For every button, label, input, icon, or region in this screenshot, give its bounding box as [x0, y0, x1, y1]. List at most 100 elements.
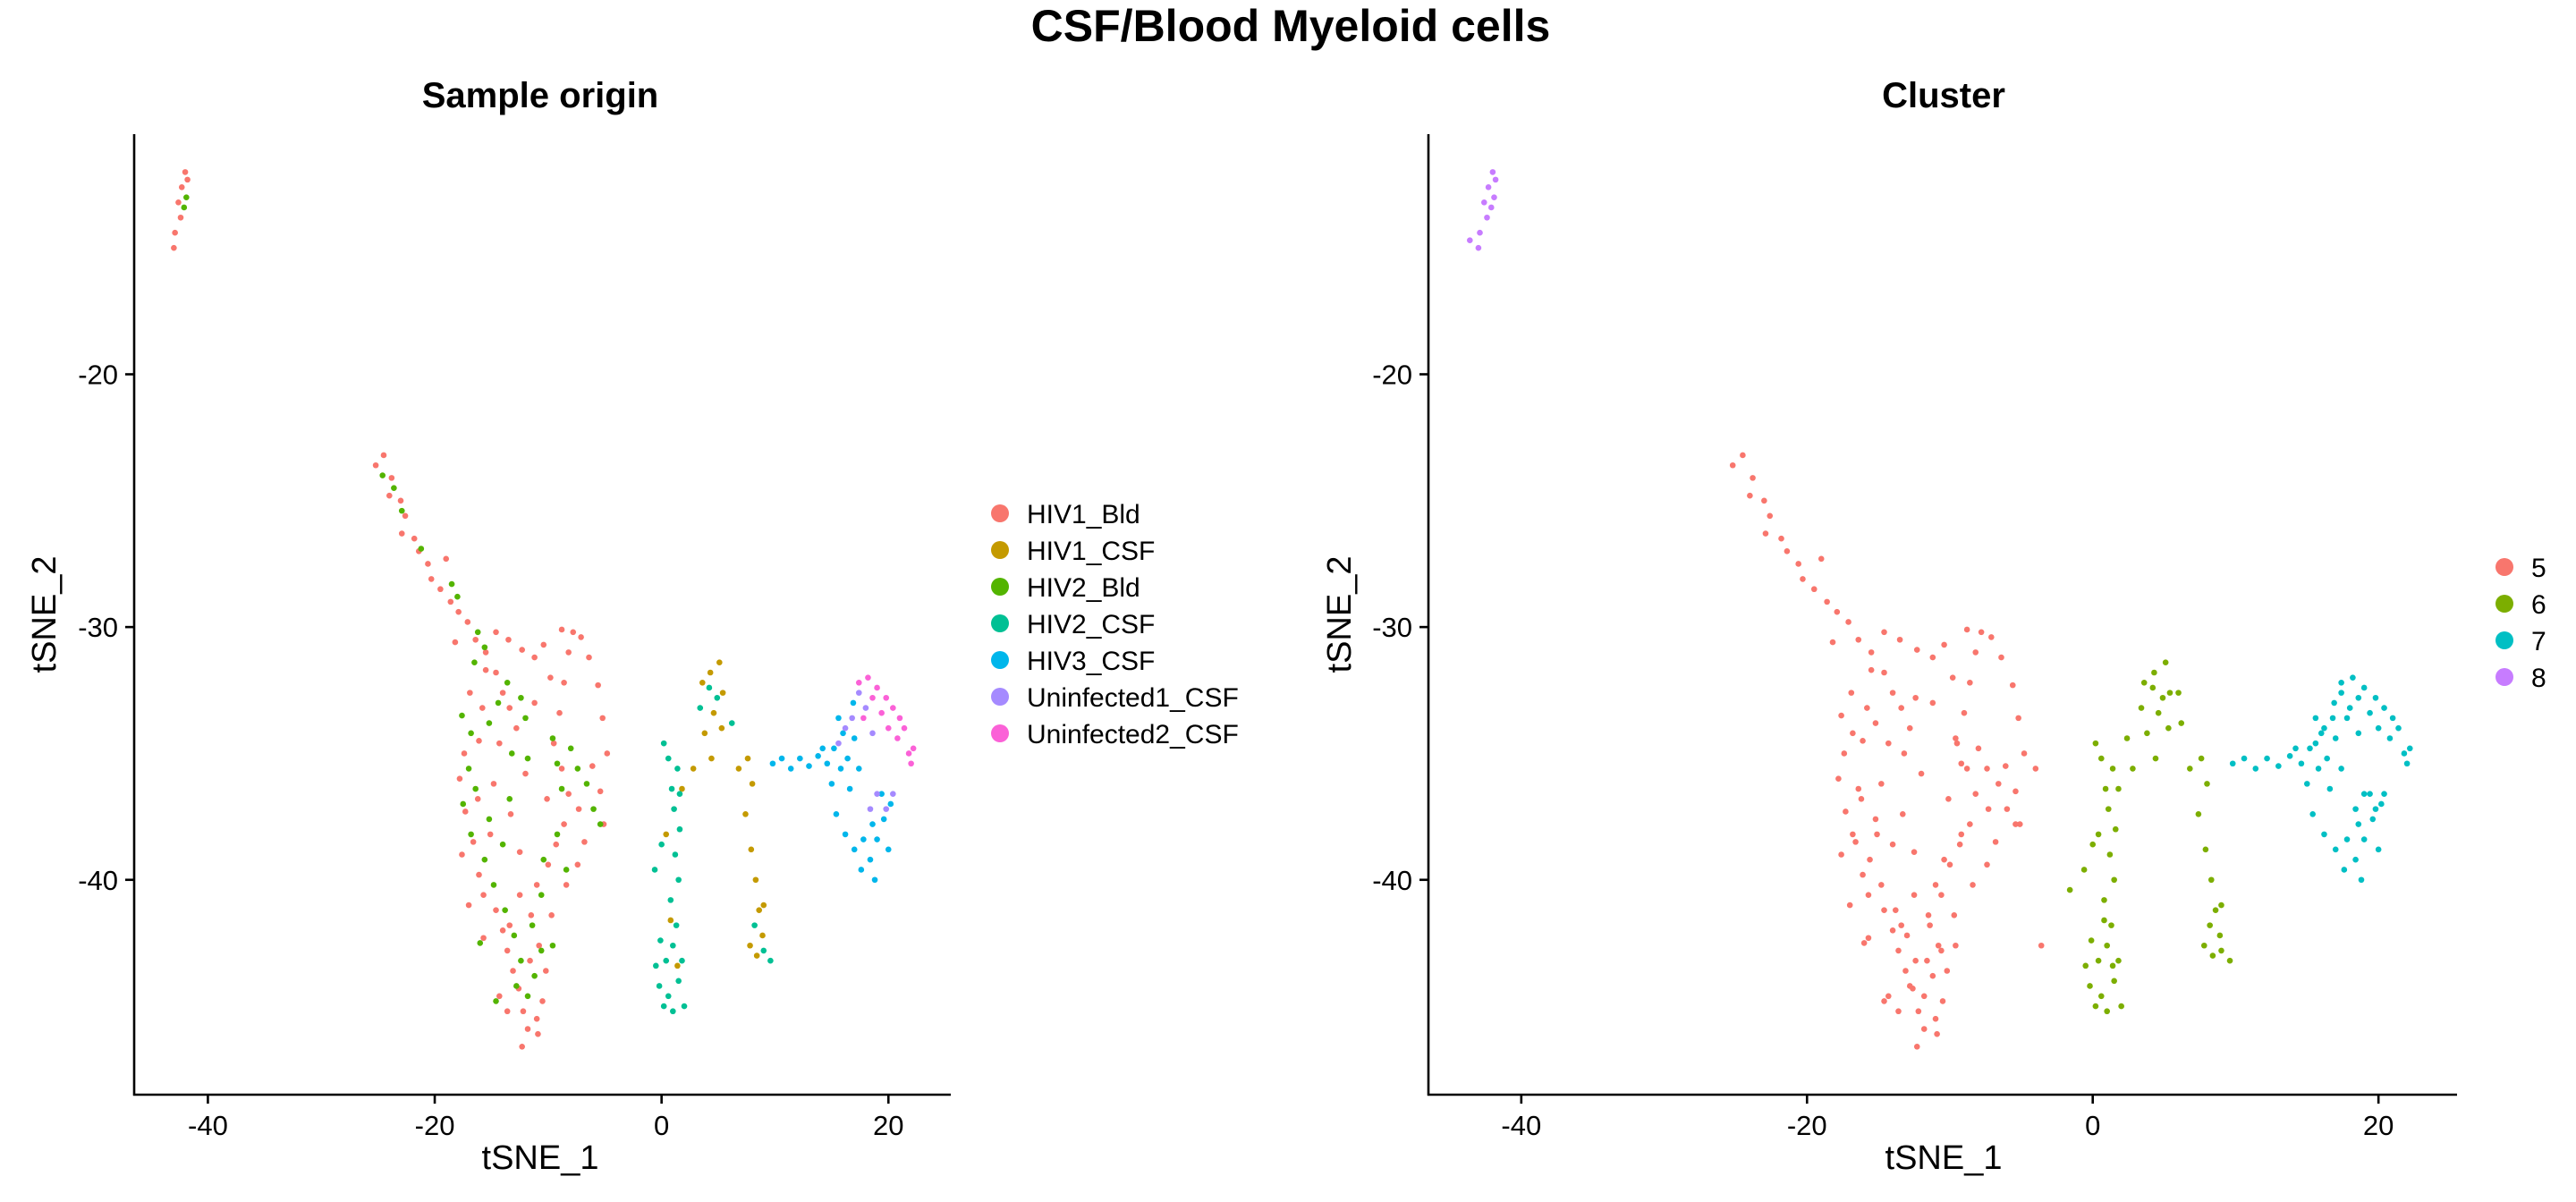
data-point [767, 957, 774, 964]
data-point [849, 715, 855, 722]
panel-sample-origin: Sample origin tSNE_1 tSNE_2 -40 -20 0 20-40… [26, 76, 1239, 1177]
data-point [2381, 705, 2387, 711]
data-point [2097, 755, 2105, 762]
data-point [1934, 1030, 1940, 1037]
data-point [1963, 626, 1970, 633]
data-point [1881, 629, 1887, 636]
data-point [388, 475, 395, 481]
data-point [2343, 715, 2351, 722]
data-point [510, 968, 516, 974]
data-point [2321, 831, 2327, 838]
legend-key [991, 578, 1009, 596]
data-point [1946, 861, 1953, 868]
data-point [465, 902, 472, 909]
data-point [1489, 169, 1496, 175]
data-point [869, 730, 876, 737]
data-point [575, 806, 582, 812]
data-point [1872, 816, 1879, 823]
data-point [2372, 694, 2379, 701]
data-point [504, 1008, 511, 1015]
data-point [1845, 619, 1852, 625]
data-point [1740, 452, 1746, 459]
data-point [1953, 740, 1961, 747]
series-5 [1729, 452, 2045, 1050]
legend-label: 7 [2531, 627, 2546, 656]
data-point [380, 452, 387, 459]
data-point [511, 932, 518, 939]
data-point [1841, 750, 1848, 757]
data-point [2355, 694, 2362, 701]
data-point [671, 806, 677, 812]
data-point [2241, 755, 2248, 762]
data-point [496, 993, 503, 1000]
data-point [411, 535, 418, 542]
data-point [1892, 907, 1899, 913]
data-point [1932, 882, 1939, 888]
data-point [1829, 639, 1836, 646]
data-point [2102, 785, 2109, 792]
data-point [1967, 680, 1973, 686]
data-point [2207, 876, 2215, 884]
data-point [885, 846, 892, 853]
data-point [586, 654, 592, 661]
data-point [1898, 705, 1904, 711]
data-point [2104, 1008, 2110, 1015]
data-point [482, 666, 489, 673]
data-point [486, 720, 493, 726]
legend-label: 8 [2531, 664, 2546, 693]
data-point [742, 810, 749, 817]
data-point [2111, 978, 2117, 985]
data-point [867, 856, 874, 863]
data-point [1967, 821, 1973, 827]
data-point [1972, 791, 1979, 797]
data-point [1978, 629, 1985, 636]
data-point [1852, 839, 1859, 845]
data-point [2140, 680, 2148, 686]
data-point [2118, 1003, 2124, 1010]
data-point [1927, 922, 1933, 928]
data-point [2204, 781, 2210, 787]
data-point [565, 649, 572, 656]
data-point [759, 932, 766, 939]
data-point [896, 715, 903, 722]
data-point [837, 766, 844, 772]
data-point [454, 593, 461, 600]
data-point [1878, 882, 1885, 888]
data-point [1970, 882, 1976, 888]
data-point [1963, 766, 1970, 772]
data-point [2002, 763, 2009, 769]
data-point [548, 912, 555, 918]
data-point [2367, 791, 2373, 797]
data-point [1846, 902, 1853, 909]
data-point [2032, 766, 2039, 772]
data-point [2112, 825, 2119, 833]
data-point [493, 907, 499, 913]
data-point [540, 641, 547, 648]
data-point [2130, 766, 2136, 772]
data-point [524, 993, 531, 1000]
data-point [855, 680, 862, 686]
data-point [549, 735, 556, 741]
x-tick-label: -40 [188, 1110, 228, 1141]
data-point [787, 766, 794, 772]
data-point [835, 740, 842, 747]
data-point [513, 724, 520, 732]
data-point [519, 1044, 525, 1050]
data-point [524, 1026, 531, 1032]
data-point [910, 745, 917, 752]
ticks: -40 -20 0 20 -40 -30 -20 [1372, 360, 2394, 1142]
data-point [1958, 760, 1965, 767]
data-point [1920, 1026, 1928, 1032]
data-point [554, 760, 561, 767]
data-point [372, 461, 379, 469]
data-point [846, 785, 853, 792]
data-point [2350, 674, 2356, 681]
data-point [175, 199, 182, 206]
data-point [855, 690, 862, 696]
data-point [2312, 740, 2319, 747]
data-point [869, 694, 876, 701]
data-point [447, 598, 454, 605]
legend-key [991, 541, 1009, 559]
data-point [865, 674, 871, 681]
